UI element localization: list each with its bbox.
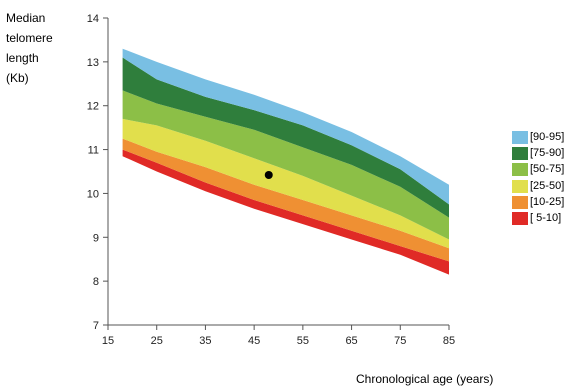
x-tick-label: 15 [102, 335, 114, 347]
x-tick-label: 65 [345, 335, 357, 347]
y-axis-label-line: length [6, 51, 39, 65]
y-tick-label: 13 [87, 57, 99, 69]
x-tick-label: 55 [297, 335, 309, 347]
y-tick-label: 14 [87, 13, 99, 25]
legend-label: [ 5-10] [530, 211, 562, 224]
y-axis-label: Median telomere length (Kb) [6, 8, 53, 88]
x-tick-label: 25 [151, 335, 163, 347]
legend-swatch [512, 147, 528, 161]
y-tick-label: 7 [93, 320, 99, 332]
percentile-bands [122, 48, 449, 275]
legend-swatch [512, 163, 528, 177]
legend-label: [50-75] [530, 163, 565, 176]
x-tick-label: 85 [443, 335, 455, 347]
y-tick-label: 11 [88, 145, 99, 157]
legend-label: [75-90] [530, 147, 565, 160]
y-axis-label-line: Median [6, 11, 46, 25]
y-tick-label: 9 [93, 232, 99, 244]
band-75-90 [122, 57, 449, 218]
y-axis-label-line: telomere [6, 31, 53, 45]
y-tick-label: 8 [93, 276, 99, 288]
legend-label: [25-50] [530, 179, 565, 192]
band-90-95 [122, 48, 449, 205]
legend-swatch [512, 211, 528, 225]
axes [103, 17, 450, 330]
band-25-50 [122, 118, 449, 249]
x-tick-label: 45 [248, 335, 260, 347]
legend-swatch [512, 179, 528, 193]
legend-swatch [512, 131, 528, 144]
x-tick-label: 75 [394, 335, 406, 347]
legend-label: [10-25] [530, 195, 565, 208]
band-50-75 [122, 90, 449, 240]
y-tick-label: 10 [87, 188, 99, 200]
x-tick-label: 35 [199, 335, 211, 347]
band-5-10 [122, 149, 449, 275]
data-point [264, 171, 273, 180]
x-axis-label: Chronological age (years) [356, 372, 494, 386]
legend-swatch [512, 195, 528, 209]
tick-labels: 7 8 9 10 11 12 13 14 15 25 35 45 55 65 75 85 [87, 13, 455, 347]
data-point-layer [264, 171, 273, 180]
y-axis-label-line: (Kb) [6, 71, 29, 85]
legend-label: [90-95] [530, 131, 565, 143]
y-tick-label: 12 [87, 101, 99, 113]
band-10-25 [122, 138, 449, 262]
